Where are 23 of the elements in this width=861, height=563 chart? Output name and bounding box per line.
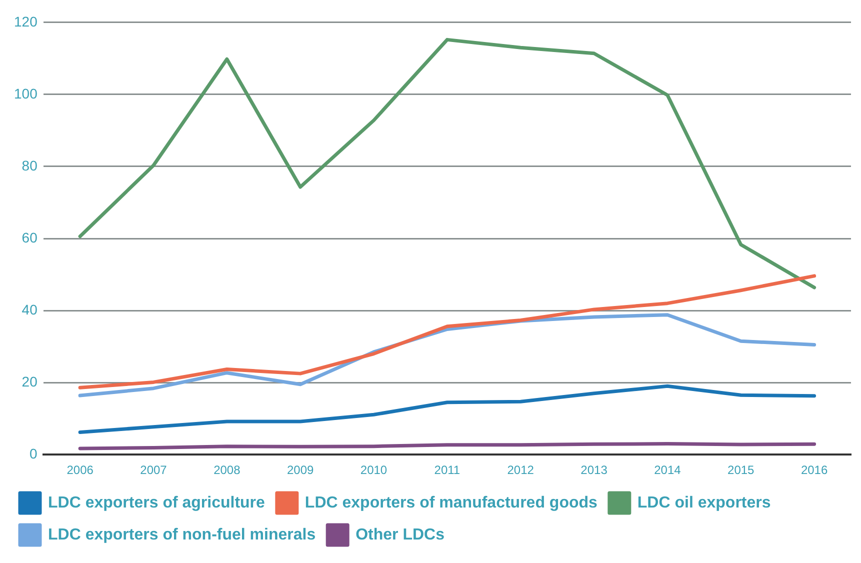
- x-tick-label: 2012: [507, 463, 534, 478]
- x-tick-label: 2008: [214, 463, 241, 478]
- x-tick-label: 2009: [286, 463, 314, 478]
- legend-label: Other LDCs: [356, 526, 445, 544]
- y-tick-label: 80: [22, 157, 38, 174]
- legend-label: LDC oil exporters: [637, 494, 771, 512]
- y-tick-label: 40: [22, 301, 38, 318]
- y-tick-label: 60: [22, 229, 38, 246]
- x-tick-label: 2010: [360, 463, 388, 478]
- x-tick-label: 2011: [434, 463, 460, 478]
- x-tick-label: 2006: [66, 463, 94, 478]
- x-tick-label: 2007: [140, 463, 168, 478]
- x-tick-label: 2015: [728, 463, 755, 478]
- legend-label: LDC exporters of agriculture: [48, 494, 266, 512]
- x-tick-label: 2016: [800, 463, 828, 478]
- y-tick-label: 120: [14, 13, 38, 30]
- legend-label: LDC exporters of non-fuel minerals: [48, 526, 316, 544]
- y-tick-label: 0: [30, 445, 38, 462]
- legend-label: LDC exporters of manufactured goods: [304, 494, 598, 512]
- y-tick-label: 100: [14, 85, 38, 102]
- x-tick-label: 2013: [580, 463, 608, 478]
- x-tick-label: 2014: [654, 463, 682, 478]
- y-tick-label: 20: [22, 373, 38, 390]
